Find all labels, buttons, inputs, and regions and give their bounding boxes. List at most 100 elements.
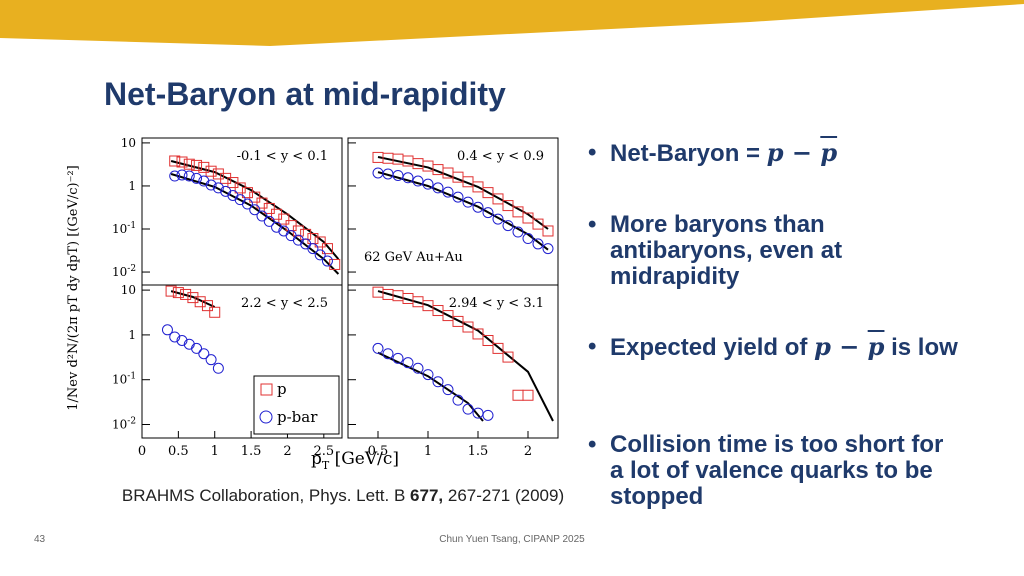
bullet-more-baryons: • More baryons than antibaryons, even at… xyxy=(588,212,888,290)
fit-curve xyxy=(377,290,554,422)
page-title: Net-Baryon at mid-rapidity xyxy=(104,76,506,112)
proton-point xyxy=(532,218,544,230)
proton-point xyxy=(307,233,319,245)
antiproton-point xyxy=(452,394,464,406)
proton-point xyxy=(462,321,474,333)
antiproton-point xyxy=(512,226,524,238)
antiproton-point xyxy=(412,362,424,374)
antiproton-point xyxy=(492,213,504,225)
proton-point xyxy=(201,300,213,312)
bullet-dot-icon: • xyxy=(588,211,597,238)
antiproton-point xyxy=(482,409,494,421)
antiproton-point xyxy=(212,182,224,194)
fit-curve xyxy=(170,290,216,308)
antiproton-point xyxy=(205,179,217,191)
proton-point xyxy=(522,389,534,401)
x-tick-label: 0.5 xyxy=(368,444,389,459)
bullet-expected-yield: • Expected yield of p − p is low xyxy=(588,334,968,361)
proton-point xyxy=(180,288,192,300)
x-tick-label: 2 xyxy=(283,444,291,459)
antiproton-point xyxy=(198,348,210,360)
footer-text: Chun Yuen Tsang, CIPANP 2025 xyxy=(439,534,585,545)
antiproton-point xyxy=(161,324,173,336)
proton-point xyxy=(220,172,232,184)
antiproton-point xyxy=(249,204,261,216)
antiproton-point xyxy=(472,201,484,213)
y-tick-label: 10 xyxy=(121,283,136,297)
x-tick-label: 2.5 xyxy=(313,444,334,459)
rapidity-label: -0.1 < y < 0.1 xyxy=(237,149,328,164)
proton-point xyxy=(512,389,524,401)
bullet-dot-icon: • xyxy=(588,431,597,458)
bullet-text: Expected yield of p − p is low xyxy=(610,332,958,361)
panel-frame xyxy=(141,284,343,439)
x-tick-label: 1.5 xyxy=(241,444,262,459)
proton-point xyxy=(278,213,290,225)
proton-point xyxy=(482,335,494,347)
y-tick-label: 10-1 xyxy=(112,221,136,236)
antiproton-point xyxy=(292,234,304,246)
proton-point xyxy=(522,212,534,224)
proton-point xyxy=(492,342,504,354)
antiproton-point xyxy=(442,186,454,198)
antiproton-point xyxy=(452,191,464,203)
antiproton-point xyxy=(422,178,434,190)
proton-point xyxy=(187,292,199,304)
antiproton-point xyxy=(502,220,514,232)
proton-point xyxy=(329,258,341,270)
proton-point xyxy=(205,165,217,177)
proton-point xyxy=(492,193,504,205)
top-banner xyxy=(0,0,1024,46)
antiproton-point xyxy=(169,170,181,182)
proton-point xyxy=(212,168,224,180)
bullet-dot-icon: • xyxy=(588,139,597,166)
antiproton-point xyxy=(462,403,474,415)
antiproton-point xyxy=(176,169,188,181)
antiproton-point xyxy=(472,407,484,419)
x-tick-label: 1 xyxy=(424,444,432,459)
y-tick-label: 1 xyxy=(128,328,136,342)
antiproton-point xyxy=(169,331,181,343)
antiproton-point xyxy=(442,384,454,396)
proton-point xyxy=(542,225,554,237)
x-tick-label: 1 xyxy=(211,444,219,459)
bullet-net-baryon: • Net-Baryon = p − p xyxy=(588,140,837,167)
page-number: 43 xyxy=(34,534,46,545)
y-tick-label: 10 xyxy=(121,136,136,150)
legend-pbar-marker xyxy=(259,410,273,424)
antiproton-point xyxy=(205,354,217,366)
bullet-text: Collision time is too short for a lot of… xyxy=(610,431,944,510)
antiproton-point xyxy=(392,352,404,364)
antiproton-point xyxy=(402,357,414,369)
antiproton-point xyxy=(321,255,333,267)
panel-frame xyxy=(347,284,559,439)
antiproton-point xyxy=(271,221,283,233)
antiproton-point xyxy=(382,348,394,360)
energy-annotation: 62 GeV Au+Au xyxy=(364,250,463,265)
antiproton-point xyxy=(432,376,444,388)
antiproton-point xyxy=(372,342,384,354)
x-axis-label: pT [GeV/c] xyxy=(311,449,399,472)
fit-curve xyxy=(170,173,340,275)
proton-point xyxy=(472,181,484,193)
x-tick-label: 0.5 xyxy=(168,444,189,459)
proton-point xyxy=(263,202,275,214)
antiproton-point xyxy=(392,169,404,181)
antiproton-point xyxy=(422,369,434,381)
antiproton-point xyxy=(432,182,444,194)
antiproton-point xyxy=(402,172,414,184)
proton-point xyxy=(194,296,206,308)
proton-point xyxy=(209,306,221,318)
legend-pbar-label: p-bar xyxy=(277,408,318,426)
proton-point xyxy=(172,287,184,299)
x-tick-label: 0 xyxy=(138,444,146,459)
proton-point xyxy=(442,310,454,322)
rapidity-label: 2.94 < y < 3.1 xyxy=(449,296,544,311)
antiproton-point xyxy=(532,238,544,250)
antiproton-point xyxy=(191,342,203,354)
antiproton-point xyxy=(183,170,195,182)
rapidity-label: 2.2 < y < 2.5 xyxy=(241,296,328,311)
proton-point xyxy=(502,200,514,212)
antiproton-point xyxy=(176,335,188,347)
y-tick-label: 10-1 xyxy=(112,372,136,387)
